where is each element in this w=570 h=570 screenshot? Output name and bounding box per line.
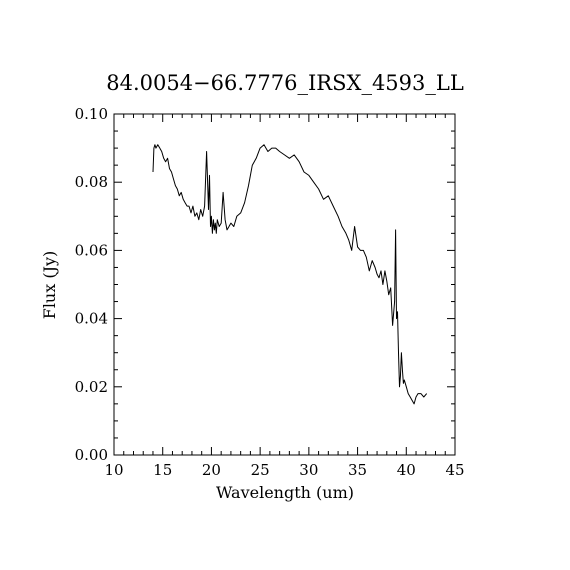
y-tick-label: 0.00 bbox=[75, 446, 108, 464]
x-tick-label: 10 bbox=[104, 461, 123, 479]
x-tick-label: 15 bbox=[153, 461, 172, 479]
y-tick-label: 0.06 bbox=[75, 241, 108, 259]
x-tick-label: 35 bbox=[348, 461, 367, 479]
x-tick-label: 30 bbox=[299, 461, 318, 479]
spectrum-series-line bbox=[152, 144, 428, 405]
x-tick-label: 40 bbox=[397, 461, 416, 479]
chart-title: 84.0054−66.7776_IRSX_4593_LL bbox=[106, 71, 464, 95]
x-tick-label: 20 bbox=[202, 461, 221, 479]
y-tick-label: 0.02 bbox=[75, 378, 108, 396]
x-axis-label: Wavelength (um) bbox=[216, 483, 354, 502]
x-tick-label: 25 bbox=[251, 461, 270, 479]
y-axis-label: Flux (Jy) bbox=[40, 251, 59, 320]
y-tick-label: 0.10 bbox=[75, 105, 108, 123]
y-tick-label: 0.08 bbox=[75, 173, 108, 191]
plot-frame bbox=[113, 113, 456, 456]
y-tick-label: 0.04 bbox=[75, 310, 108, 328]
x-tick-label: 45 bbox=[445, 461, 464, 479]
